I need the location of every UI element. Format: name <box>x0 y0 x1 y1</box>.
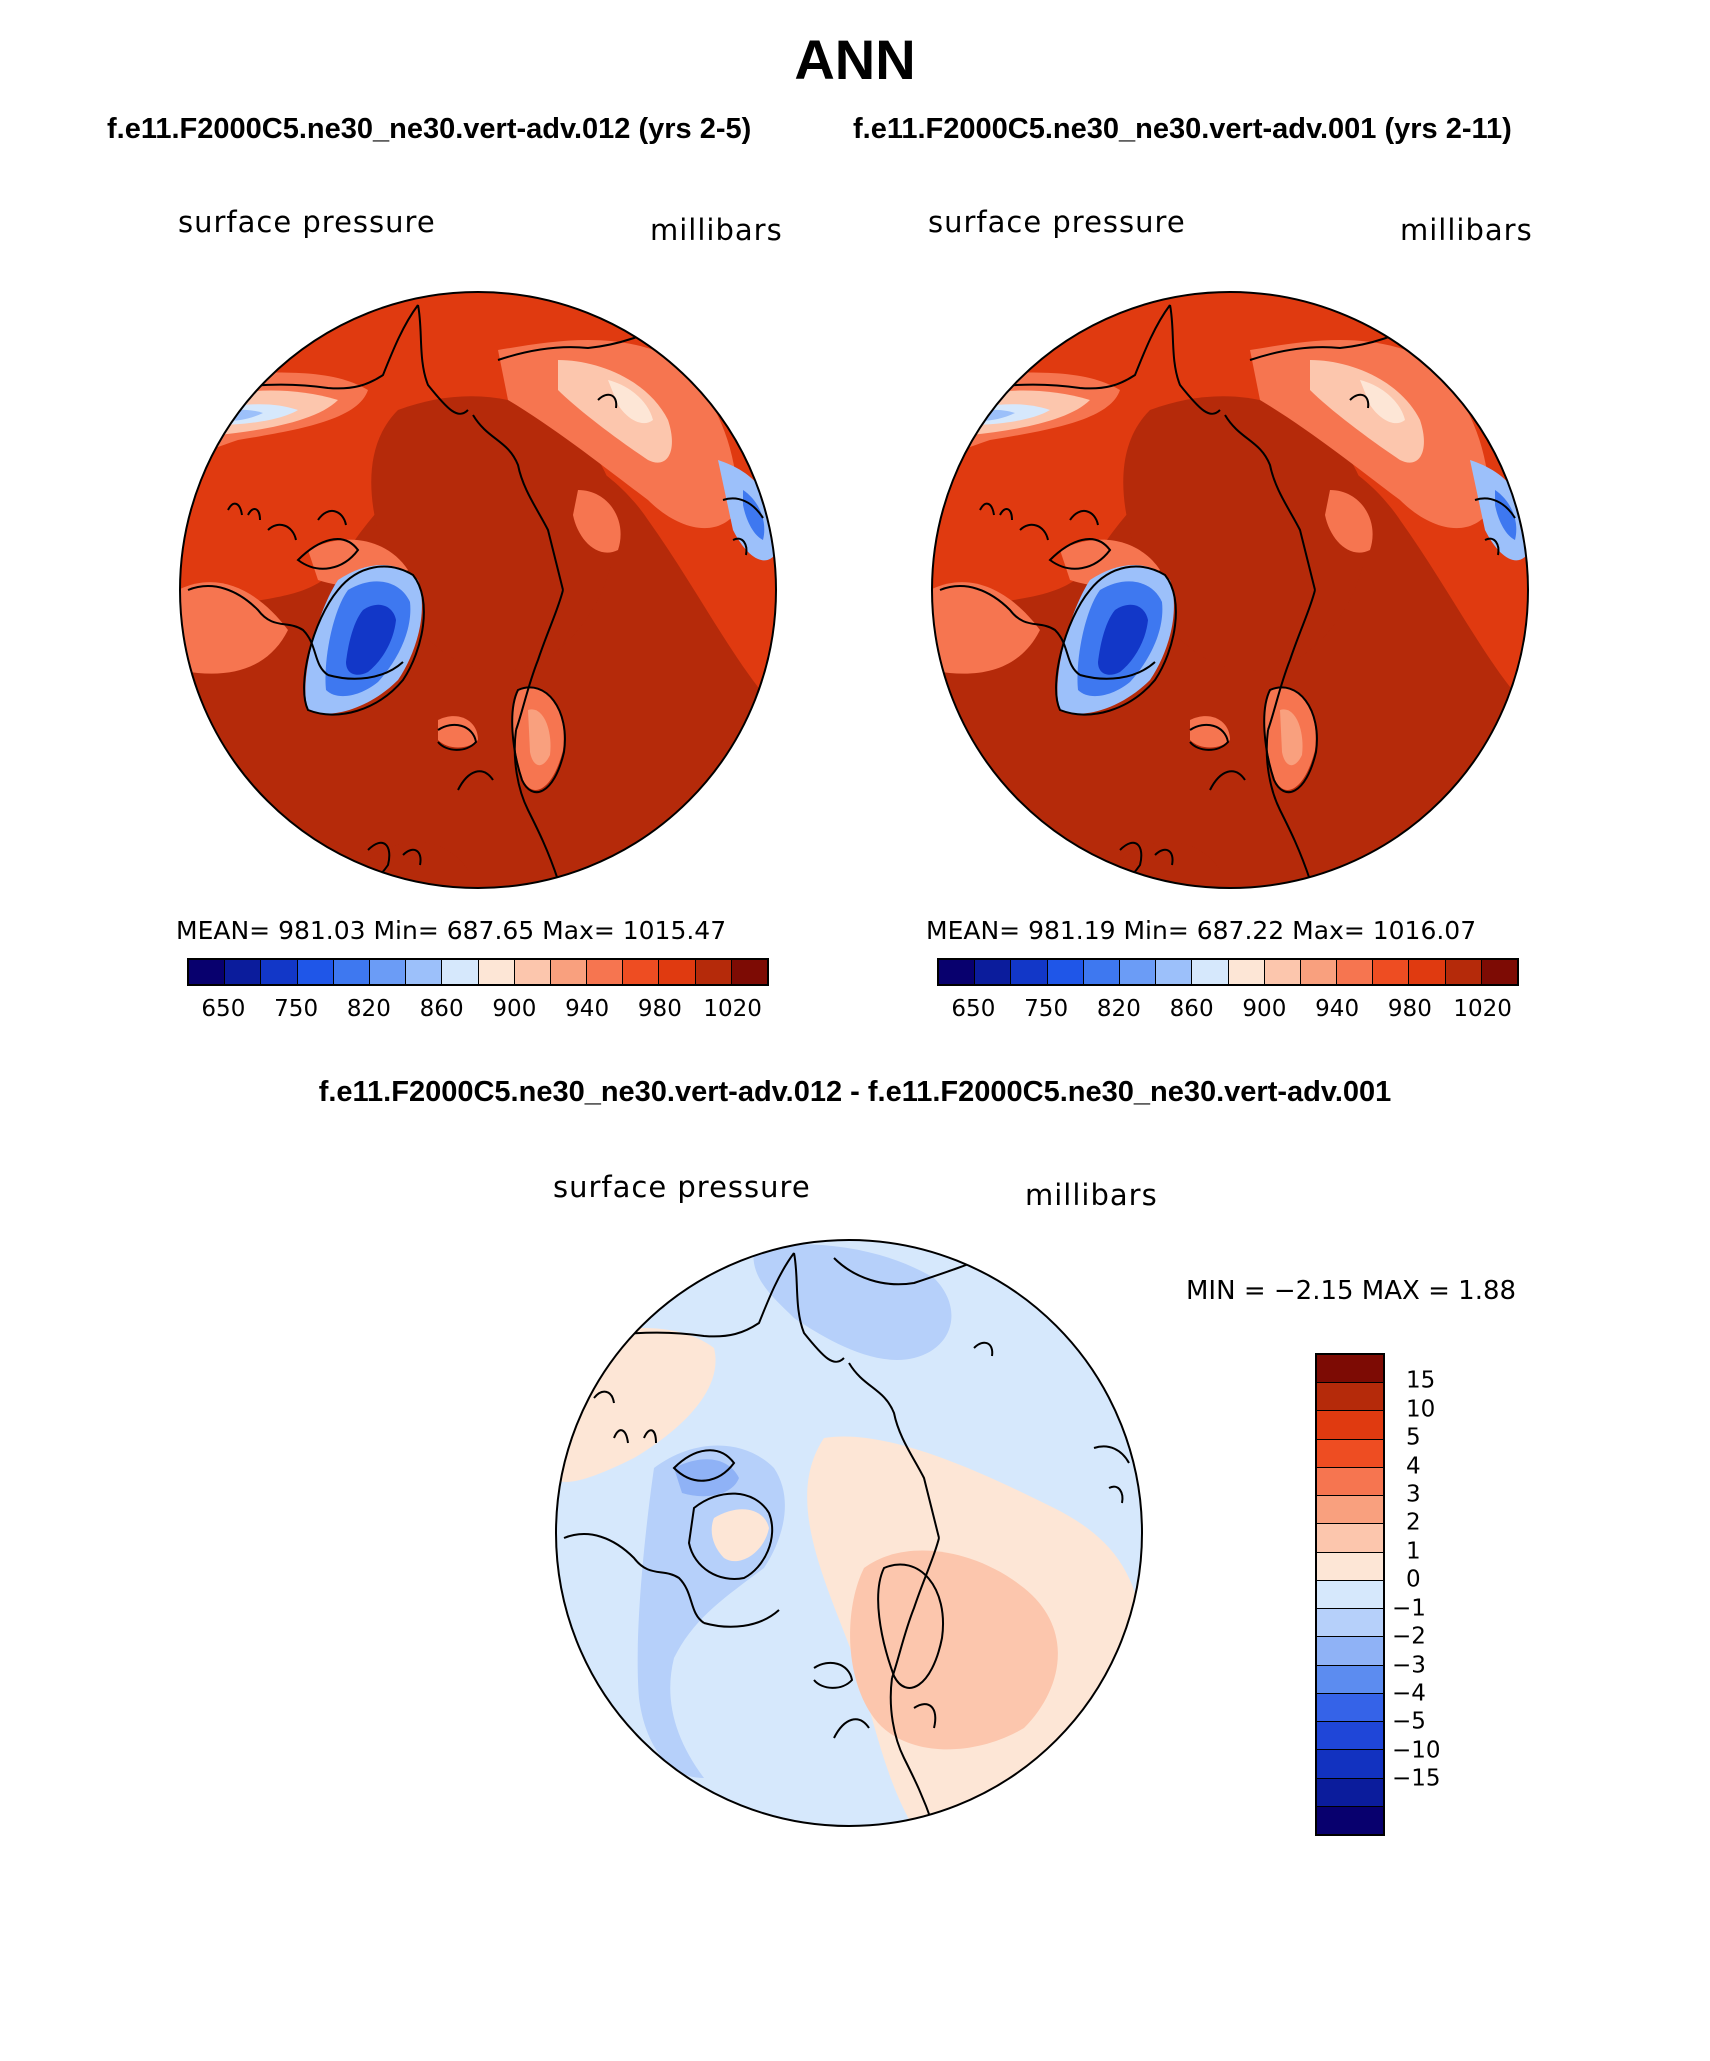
colorbar-swatch <box>514 960 551 984</box>
polar-map-diff <box>555 1239 1143 1827</box>
colorbar-swatch <box>1317 1806 1383 1834</box>
colorbar-tick-label: −2 <box>1392 1623 1426 1650</box>
colorbar-swatch <box>1317 1383 1383 1412</box>
colorbar-swatch <box>1373 960 1410 984</box>
colorbar-tick-label: −4 <box>1392 1680 1426 1707</box>
colorbar-tick-label: 750 <box>1024 996 1069 1022</box>
colorbar-swatch <box>587 960 624 984</box>
colorbar-swatch <box>1228 960 1265 984</box>
colorbar-tick-label: 900 <box>1242 996 1287 1022</box>
stats-text-right: MEAN= 981.19 Min= 687.22 Max= 1016.07 <box>926 916 1477 945</box>
colorbar-tick-label: 3 <box>1406 1481 1421 1508</box>
colorbar-swatch <box>1317 1496 1383 1525</box>
colorbar-tick-label: 15 <box>1406 1367 1436 1394</box>
colorbar-tick-label: 820 <box>1096 996 1141 1022</box>
colorbar-tick-label: 10 <box>1406 1396 1436 1423</box>
colorbar-right <box>937 958 1519 986</box>
colorbar-tick-label: 0 <box>1406 1566 1421 1593</box>
colorbar-swatch <box>1317 1439 1383 1468</box>
colorbar-swatch <box>1317 1609 1383 1638</box>
colorbar-swatch <box>1317 1355 1383 1384</box>
colorbar-tick-label: 940 <box>565 996 610 1022</box>
colorbar-swatch <box>1317 1552 1383 1581</box>
colorbar-swatch <box>297 960 334 984</box>
diff-title: f.e11.F2000C5.ne30_ne30.vert-adv.012 - f… <box>318 1076 1392 1108</box>
colorbar-tick-label: 1020 <box>1453 996 1512 1022</box>
polar-map-left <box>179 291 777 889</box>
colorbar-tick-label: 980 <box>1387 996 1432 1022</box>
colorbar-tick-label: −5 <box>1392 1708 1426 1735</box>
colorbar-swatch <box>1083 960 1120 984</box>
colorbar-swatch <box>1409 960 1446 984</box>
colorbar-swatch <box>550 960 588 984</box>
units-label-diff: millibars <box>1025 1178 1158 1212</box>
colorbar-swatch <box>369 960 407 984</box>
colorbar-swatch <box>1317 1778 1383 1807</box>
variable-label-diff: surface pressure <box>553 1170 811 1204</box>
colorbar-swatch <box>1317 1722 1383 1751</box>
colorbar-tick-label: 860 <box>419 996 464 1022</box>
colorbar-swatch <box>406 960 443 984</box>
colorbar-swatch <box>1481 960 1517 984</box>
colorbar-tick-label: −15 <box>1392 1765 1441 1792</box>
colorbar-swatch <box>1156 960 1193 984</box>
colorbar-tick-label: 940 <box>1315 996 1360 1022</box>
colorbar-swatch <box>1317 1467 1383 1497</box>
colorbar-tick-label: 820 <box>346 996 391 1022</box>
colorbar-tick-label: 5 <box>1406 1424 1421 1451</box>
colorbar-swatch <box>975 960 1012 984</box>
colorbar-swatch <box>623 960 660 984</box>
units-label-left: millibars <box>650 213 783 247</box>
colorbar-tick-label: 1 <box>1406 1538 1421 1565</box>
colorbar-diff <box>1315 1353 1385 1836</box>
units-label-right: millibars <box>1400 213 1533 247</box>
colorbar-tick-label: 980 <box>637 996 682 1022</box>
case-title-right: f.e11.F2000C5.ne30_ne30.vert-adv.001 (yr… <box>853 113 1512 145</box>
colorbar-swatch <box>1300 960 1338 984</box>
colorbar-swatch <box>1445 960 1482 984</box>
stats-text-left: MEAN= 981.03 Min= 687.65 Max= 1015.47 <box>176 916 727 945</box>
colorbar-swatch <box>1047 960 1084 984</box>
colorbar-swatch <box>333 960 370 984</box>
variable-label-right: surface pressure <box>928 205 1186 239</box>
colorbar-swatch <box>1317 1637 1383 1666</box>
colorbar-tick-label: −1 <box>1392 1595 1426 1622</box>
colorbar-swatch <box>939 960 976 984</box>
colorbar-tick-label: 860 <box>1169 996 1214 1022</box>
colorbar-tick-label: 650 <box>951 996 996 1022</box>
colorbar-swatch <box>731 960 767 984</box>
colorbar-tick-label: −3 <box>1392 1652 1426 1679</box>
case-title-left: f.e11.F2000C5.ne30_ne30.vert-adv.012 (yr… <box>107 113 752 145</box>
colorbar-swatch <box>1317 1411 1383 1440</box>
colorbar-swatch <box>1317 1693 1383 1723</box>
colorbar-swatch <box>1317 1524 1383 1553</box>
colorbar-swatch <box>478 960 515 984</box>
colorbar-swatch <box>1317 1665 1383 1694</box>
colorbar-tick-label: 750 <box>274 996 319 1022</box>
colorbar-tick-label: −10 <box>1392 1737 1441 1764</box>
variable-label-left: surface pressure <box>178 205 436 239</box>
colorbar-swatch <box>695 960 732 984</box>
polar-map-right <box>931 291 1529 889</box>
colorbar-left <box>187 958 769 986</box>
colorbar-swatch <box>1317 1580 1383 1610</box>
colorbar-swatch <box>1011 960 1048 984</box>
colorbar-swatch <box>1119 960 1157 984</box>
colorbar-swatch <box>261 960 298 984</box>
colorbar-tick-label: 2 <box>1406 1509 1421 1536</box>
diff-minmax-text: MIN = −2.15 MAX = 1.88 <box>1186 1276 1517 1306</box>
colorbar-tick-label: 650 <box>201 996 246 1022</box>
colorbar-swatch <box>225 960 262 984</box>
colorbar-swatch <box>659 960 696 984</box>
colorbar-swatch <box>1192 960 1229 984</box>
colorbar-swatch <box>189 960 226 984</box>
colorbar-tick-label: 4 <box>1406 1453 1421 1480</box>
page-title: ANN <box>794 28 916 91</box>
colorbar-tick-label: 900 <box>492 996 537 1022</box>
colorbar-swatch <box>442 960 479 984</box>
colorbar-swatch <box>1317 1750 1383 1779</box>
colorbar-swatch <box>1337 960 1374 984</box>
colorbar-swatch <box>1264 960 1301 984</box>
colorbar-tick-label: 1020 <box>703 996 762 1022</box>
